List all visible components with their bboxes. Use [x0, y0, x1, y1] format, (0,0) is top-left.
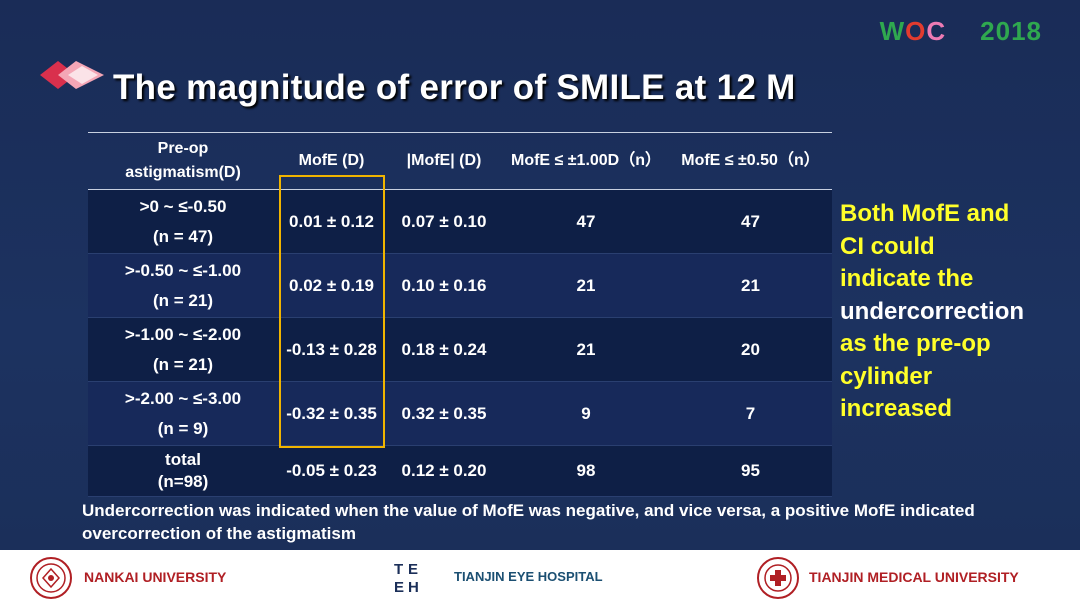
- n-text: (n = 21): [153, 354, 213, 374]
- cell-within-050: 7: [669, 381, 832, 446]
- conference-logo: WOC 2018: [880, 16, 1042, 47]
- svg-text:E: E: [394, 579, 404, 595]
- header-abs-mofe: |MofE| (D): [385, 132, 503, 190]
- woc-c: C: [926, 16, 947, 46]
- cell-mofe: -0.05 ± 0.23: [278, 445, 385, 497]
- cell-abs-mofe: 0.10 ± 0.16: [385, 253, 503, 318]
- side-note-line: as the pre-op: [840, 330, 991, 357]
- header-mofe: MofE (D): [278, 132, 385, 190]
- footer: NANKAI UNIVERSITY T E E H TIANJIN EYE HO…: [0, 550, 1080, 607]
- side-note: Both MofE and CI could indicate the unde…: [840, 198, 1072, 426]
- footnote: Undercorrection was indicated when the v…: [82, 501, 975, 543]
- cell-within-050: 20: [669, 317, 832, 382]
- table-row: >0 ~ ≤-0.50 (n = 47) 0.01 ± 0.12 0.07 ± 0…: [88, 189, 832, 254]
- header-preop-line1: Pre-op: [157, 140, 209, 157]
- side-note-line: cylinder: [840, 362, 933, 390]
- cell-abs-mofe: 0.32 ± 0.35: [385, 381, 503, 446]
- header-preop: Pre-op astigmatism(D): [88, 132, 278, 190]
- slide: WOC 2018 The magnitude of error of SMILE …: [0, 0, 1080, 550]
- side-note-line: Both MofE and: [840, 200, 1010, 227]
- results-table: Pre-op astigmatism(D) MofE (D) |MofE| (D)…: [88, 132, 832, 497]
- cell-abs-mofe: 0.12 ± 0.20: [385, 445, 503, 497]
- cell-range: >-0.50 ~ ≤-1.00 (n = 21): [88, 253, 278, 318]
- svg-text:E: E: [408, 561, 418, 578]
- svg-text:T: T: [394, 561, 403, 578]
- woc-w: W: [879, 16, 906, 46]
- side-note-line: indicate the: [840, 265, 974, 292]
- cell-mofe: 0.02 ± 0.19: [278, 253, 385, 318]
- eye-hospital-label: TIANJIN EYE HOSPITAL: [454, 569, 603, 584]
- cell-range: >0 ~ ≤-0.50 (n = 47): [88, 189, 278, 254]
- header-within-100: MofE ≤ ±1.00D（n）: [503, 132, 669, 190]
- side-note-line: CI could: [840, 232, 935, 260]
- svg-text:H: H: [408, 579, 419, 595]
- side-note-line-emphasis: undercorrection: [840, 297, 1025, 325]
- n-text: (n = 21): [153, 290, 213, 310]
- header-within-050: MofE ≤ ±0.50（n）: [669, 132, 832, 190]
- teh-logo-icon: T E E H: [394, 561, 419, 595]
- cell-within-050: 95: [669, 445, 832, 497]
- range-text: >-2.00 ~ ≤-3.00: [124, 388, 242, 408]
- medical-university-seal-icon: [757, 557, 799, 599]
- range-text: >-0.50 ~ ≤-1.00: [124, 260, 242, 280]
- medical-university-label: TIANJIN MEDICAL UNIVERSITY: [809, 569, 1019, 585]
- cell-range: >-2.00 ~ ≤-3.00 (n = 9): [88, 381, 278, 446]
- slide-title: The magnitude of error of SMILE at 12 M: [113, 68, 796, 107]
- cell-within-100: 9: [503, 381, 669, 446]
- n-text: (n = 9): [157, 418, 209, 438]
- table-row: >-0.50 ~ ≤-1.00 (n = 21) 0.02 ± 0.19 0.10…: [88, 253, 832, 318]
- cell-within-100: 47: [503, 189, 669, 254]
- mofe-highlight-box: [279, 175, 385, 448]
- cell-mofe: 0.01 ± 0.12: [278, 189, 385, 254]
- cell-within-050: 47: [669, 189, 832, 254]
- table-header-row: Pre-op astigmatism(D) MofE (D) |MofE| (D)…: [88, 132, 832, 190]
- cell-within-100: 98: [503, 445, 669, 497]
- table-row: >-1.00 ~ ≤-2.00 (n = 21) -0.13 ± 0.28 0.1…: [88, 317, 832, 382]
- cell-mofe: -0.32 ± 0.35: [278, 381, 385, 446]
- cell-within-050: 21: [669, 253, 832, 318]
- cell-range: >-1.00 ~ ≤-2.00 (n = 21): [88, 317, 278, 382]
- conference-year: 2018: [980, 16, 1042, 46]
- cell-mofe: -0.13 ± 0.28: [278, 317, 385, 382]
- woc-o: O: [905, 16, 927, 46]
- header-preop-line2: astigmatism(D): [125, 164, 241, 181]
- side-note-line: increased: [840, 395, 953, 422]
- n-text: (n = 47): [153, 226, 213, 246]
- cell-within-100: 21: [503, 317, 669, 382]
- range-text: >-1.00 ~ ≤-2.00: [124, 324, 242, 344]
- cell-within-100: 21: [503, 253, 669, 318]
- range-text: total: [165, 450, 201, 469]
- cell-abs-mofe: 0.07 ± 0.10: [385, 189, 503, 254]
- n-text: (n=98): [157, 472, 209, 491]
- table-row: >-2.00 ~ ≤-3.00 (n = 9) -0.32 ± 0.35 0.32…: [88, 381, 832, 446]
- nankai-label: NANKAI UNIVERSITY: [84, 569, 227, 585]
- range-text: >0 ~ ≤-0.50: [139, 196, 227, 216]
- nankai-seal-icon: [30, 557, 72, 599]
- diamond-arrow-icon: [40, 61, 104, 89]
- cell-abs-mofe: 0.18 ± 0.24: [385, 317, 503, 382]
- cell-range: total (n=98): [88, 445, 278, 497]
- table-row-total: total (n=98) -0.05 ± 0.23 0.12 ± 0.20 98 …: [88, 445, 832, 497]
